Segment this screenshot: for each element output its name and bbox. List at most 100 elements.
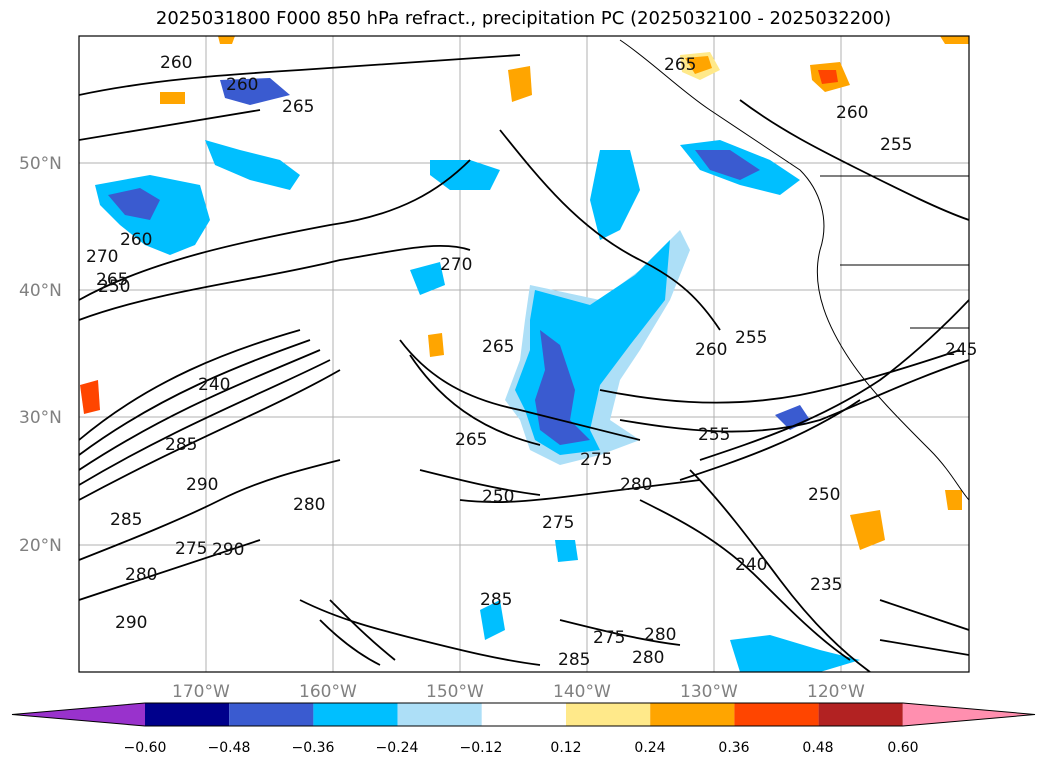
lon-label-160w: 160°W: [299, 682, 357, 702]
precip-negative-areas: [95, 78, 860, 672]
colorbar-tick: −0.36: [292, 740, 335, 756]
contour-label: 250: [98, 277, 130, 297]
colorbar-segment: [818, 703, 903, 726]
contour-label: 260: [695, 340, 727, 360]
map-frame: [78, 35, 970, 673]
colorbar-segment: [313, 703, 398, 726]
precip-area-northwest-dark: [108, 188, 160, 220]
contour-label: 290: [186, 475, 218, 495]
precip-pos-5: [80, 380, 100, 414]
contour-label: 255: [735, 328, 767, 348]
contour-label: 290: [115, 613, 147, 633]
contour-label: 265: [482, 337, 514, 357]
contour-label: 240: [735, 555, 767, 575]
colorbar-tick: 0.48: [802, 740, 833, 756]
refractivity-contours: [79, 54, 969, 672]
precip-pos-4: [850, 510, 885, 550]
colorbar-segment: [650, 703, 735, 726]
precip-positive-areas: [80, 36, 969, 550]
colorbar-tick: −0.60: [124, 740, 167, 756]
colorbar-tick: 0.60: [887, 740, 918, 756]
colorbar-segment: [734, 703, 819, 726]
precip-area-south2: [730, 635, 860, 672]
contour-label: 255: [698, 425, 730, 445]
precip-pos-9: [945, 490, 962, 510]
colorbar-outline: [11, 702, 1036, 727]
precip-pos-3: [508, 66, 532, 102]
contour-label: 265: [664, 55, 696, 75]
precip-pos-10: [218, 36, 235, 44]
contour-label: 280: [125, 565, 157, 585]
contour-label: 235: [810, 575, 842, 595]
colorbar-segment: [397, 703, 482, 726]
contour-label: 280: [644, 625, 676, 645]
colorbar-segment: [12, 703, 145, 726]
contour-label: 270: [440, 255, 472, 275]
precip-area-northeast-dark: [695, 150, 760, 180]
precip-area-central-dark: [535, 330, 590, 445]
contour-label: 285: [558, 650, 590, 670]
lon-label-130w: 130°W: [680, 682, 738, 702]
precip-pos-6: [160, 92, 185, 104]
precip-area-south1: [480, 600, 505, 640]
contour-label: 265: [455, 430, 487, 450]
precip-pos-1b: [685, 56, 712, 74]
precip-area-north: [205, 140, 300, 190]
colorbar-tick: 0.24: [634, 740, 665, 756]
contour-label: 270: [86, 247, 118, 267]
colorbar-tick: 0.12: [550, 740, 581, 756]
contour-label: 275: [580, 450, 612, 470]
contour-label: 255: [880, 135, 912, 155]
coastline: [619, 39, 969, 501]
colorbar-segment: [902, 703, 1035, 726]
colorbar-segment: [566, 703, 651, 726]
contour-label: 275: [542, 513, 574, 533]
contour-label: 280: [632, 648, 664, 668]
precip-area-mid-west: [410, 262, 445, 295]
precip-area-north2: [430, 160, 500, 190]
lat-label-50n: 50°N: [19, 154, 62, 174]
contour-label: 280: [620, 475, 652, 495]
contour-label: 265: [282, 97, 314, 117]
contour-labels: 260 260 265 270 265 260 250 270 265 255 …: [86, 53, 977, 670]
colorbar-tick: −0.24: [376, 740, 419, 756]
lat-label-30n: 30°N: [19, 408, 62, 428]
precip-area-south3: [555, 540, 578, 562]
colorbar-tick: 0.36: [718, 740, 749, 756]
contour-label: 265: [96, 270, 128, 290]
contour-label: 290: [212, 540, 244, 560]
contour-label: 285: [165, 435, 197, 455]
lon-label-120w: 120°W: [807, 682, 865, 702]
lat-label-40n: 40°N: [19, 281, 62, 301]
colorbar-segment: [481, 703, 566, 726]
contour-label: 280: [293, 495, 325, 515]
contour-label: 285: [480, 590, 512, 610]
precip-pos-8: [940, 36, 969, 44]
figure-title: 2025031800 F000 850 hPa refract., precip…: [155, 8, 892, 29]
precip-pos-7: [428, 333, 444, 357]
colorbar-tick: −0.12: [460, 740, 503, 756]
contour-label: 275: [593, 628, 625, 648]
contour-label: 275: [175, 539, 207, 559]
colorbar-ticks: −0.60 −0.48 −0.36 −0.24 −0.12 0.12 0.24 …: [124, 740, 919, 756]
contour-label: 285: [110, 510, 142, 530]
lon-label-140w: 140°W: [553, 682, 611, 702]
lon-label-150w: 150°W: [426, 682, 484, 702]
contour-label: 250: [808, 485, 840, 505]
contour-label: 250: [482, 487, 514, 507]
colorbar-segment: [229, 703, 314, 726]
precip-pos-2b: [818, 70, 838, 84]
lat-label-20n: 20°N: [19, 536, 62, 556]
contour-label: 240: [198, 375, 230, 395]
contour-label: 260: [836, 103, 868, 123]
precip-area-coast: [590, 150, 640, 240]
colorbar-tick: −0.48: [208, 740, 251, 756]
lon-label-170w: 170°W: [172, 682, 230, 702]
contour-label: 260: [120, 230, 152, 250]
contour-label: 260: [160, 53, 192, 73]
colorbar-segment: [145, 703, 230, 726]
colorbar-segments: [11, 702, 1036, 727]
contour-label: 260: [226, 75, 258, 95]
